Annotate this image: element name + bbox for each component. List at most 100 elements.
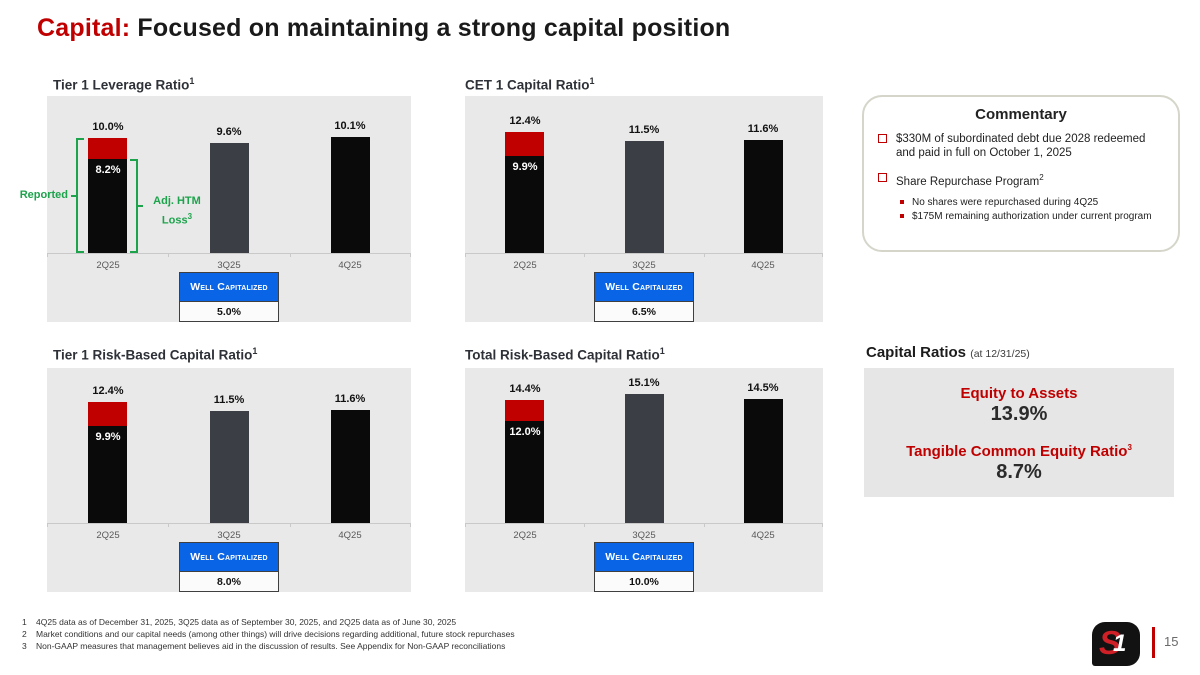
bar-value-label: 11.6% bbox=[747, 123, 779, 135]
well-capitalized-box: Well Capitalized 6.5% bbox=[594, 272, 694, 322]
bar-value-label: 12.4% bbox=[509, 115, 541, 127]
axis-tick bbox=[168, 523, 169, 527]
axis-tick bbox=[822, 523, 823, 527]
capital-ratios-as-of: (at 12/31/25) bbox=[970, 348, 1030, 360]
bar-value-label: 11.5% bbox=[213, 394, 245, 406]
x-axis-category-label: 2Q25 bbox=[96, 530, 120, 541]
x-axis-category-label: 2Q25 bbox=[513, 530, 537, 541]
bar-4Q25 bbox=[744, 140, 783, 253]
chart-title-tier1-risk-based: Tier 1 Risk-Based Capital Ratio1 bbox=[53, 346, 258, 363]
capital-ratios-heading: Capital Ratios (at 12/31/25) bbox=[866, 344, 1030, 361]
bar-segment-adjusted bbox=[505, 421, 544, 523]
x-axis-category-label: 4Q25 bbox=[751, 260, 775, 271]
axis-tick bbox=[704, 523, 705, 527]
bar-inner-label: 8.2% bbox=[95, 164, 121, 176]
bar-4Q25 bbox=[331, 137, 370, 253]
bar-segment-adjusted bbox=[505, 156, 544, 253]
x-axis-category-label: 4Q25 bbox=[338, 530, 362, 541]
x-axis bbox=[47, 523, 411, 524]
axis-tick bbox=[465, 523, 466, 527]
x-axis-category-label: 4Q25 bbox=[338, 260, 362, 271]
chart-tier1-risk-based-capital-ratio: 9.9% 12.4% 2Q25 11.5% 3Q25 11.6% 4Q25 Well Capi… bbox=[47, 368, 411, 592]
well-capitalized-value: 6.5% bbox=[632, 305, 656, 318]
page-number-divider bbox=[1152, 627, 1155, 658]
axis-tick bbox=[584, 523, 585, 527]
footnotes: 1 4Q25 data as of December 31, 2025, 3Q2… bbox=[22, 616, 515, 652]
footnote: 3 Non-GAAP measures that management beli… bbox=[22, 641, 506, 651]
bar-3Q25 bbox=[210, 411, 249, 523]
bar-value-label: 11.5% bbox=[628, 124, 660, 136]
page-number: 15 bbox=[1164, 634, 1179, 649]
bar-segment-htm-loss bbox=[505, 400, 544, 421]
chart-cet1-capital-ratio: 9.9% 12.4% 2Q25 11.5% 3Q25 11.6% 4Q25 Well Capi… bbox=[465, 96, 823, 322]
bar-2Q25 bbox=[505, 400, 544, 523]
bar-value-label: 12.4% bbox=[92, 385, 124, 397]
adj-htm-loss-connector bbox=[138, 205, 143, 207]
tangible-common-equity-value: 8.7% bbox=[996, 461, 1042, 483]
adj-htm-loss-label: Adj. HTM Loss3 bbox=[153, 195, 201, 227]
footnote: 1 4Q25 data as of December 31, 2025, 3Q2… bbox=[22, 617, 457, 627]
well-capitalized-box: Well Capitalized 8.0% bbox=[179, 542, 279, 592]
chart-tier1-leverage-ratio: 8.2% 10.0% 2Q25 9.6% 3Q25 10.1% 4Q25 Well Capit… bbox=[20, 96, 411, 322]
bar-value-label: 14.4% bbox=[509, 383, 541, 395]
axis-tick bbox=[410, 523, 411, 527]
capital-ratios-box: Equity to Assets 13.9% Tangible Common E… bbox=[864, 368, 1174, 497]
bar-value-label: 14.5% bbox=[747, 382, 779, 394]
hollow-square-bullet-icon bbox=[878, 134, 887, 143]
x-axis-category-label: 3Q25 bbox=[217, 260, 241, 271]
commentary-sub-bullet: $175M remaining authorization under curr… bbox=[900, 210, 1164, 223]
well-capitalized-box: Well Capitalized 5.0% bbox=[179, 272, 279, 322]
well-capitalized-label: Well Capitalized bbox=[180, 543, 278, 572]
bar-segment-htm-loss bbox=[88, 138, 127, 159]
bar-inner-label: 12.0% bbox=[509, 426, 541, 438]
hollow-square-bullet-icon bbox=[878, 173, 887, 182]
x-axis-category-label: 2Q25 bbox=[513, 260, 537, 271]
axis-tick bbox=[584, 253, 585, 257]
bar-segment-htm-loss bbox=[88, 402, 127, 426]
reported-bracket bbox=[76, 138, 84, 253]
axis-tick bbox=[704, 253, 705, 257]
equity-to-assets-value: 13.9% bbox=[990, 403, 1048, 425]
tangible-common-equity-label: Tangible Common Equity Ratio3 bbox=[906, 443, 1132, 460]
bar-inner-label: 9.9% bbox=[95, 431, 121, 443]
axis-tick bbox=[465, 253, 466, 257]
bar-2Q25 bbox=[505, 132, 544, 253]
well-capitalized-label: Well Capitalized bbox=[595, 273, 693, 302]
page-title-prefix: Capital: bbox=[37, 14, 131, 42]
chart-title-total-risk-based: Total Risk-Based Capital Ratio1 bbox=[465, 346, 665, 363]
x-axis-category-label: 3Q25 bbox=[632, 260, 656, 271]
chart-title-cet1: CET 1 Capital Ratio1 bbox=[465, 76, 595, 93]
bar-4Q25 bbox=[331, 410, 370, 523]
bar-value-label: 9.6% bbox=[216, 126, 242, 138]
bar-3Q25 bbox=[210, 143, 249, 253]
reported-connector bbox=[71, 195, 76, 197]
x-axis-category-label: 4Q25 bbox=[751, 530, 775, 541]
axis-tick bbox=[290, 253, 291, 257]
footnote: 2 Market conditions and our capital need… bbox=[22, 629, 515, 639]
well-capitalized-value: 10.0% bbox=[629, 575, 659, 588]
equity-to-assets-label: Equity to Assets bbox=[960, 385, 1078, 402]
bar-value-label: 10.0% bbox=[92, 121, 124, 133]
bar-inner-label: 9.9% bbox=[512, 161, 538, 173]
bar-2Q25 bbox=[88, 138, 127, 253]
commentary-title: Commentary bbox=[975, 106, 1067, 123]
bar-segment-adjusted bbox=[88, 426, 127, 523]
axis-tick bbox=[290, 523, 291, 527]
axis-tick bbox=[47, 253, 48, 257]
x-axis-category-label: 2Q25 bbox=[96, 260, 120, 271]
axis-tick bbox=[168, 253, 169, 257]
commentary-bullet: Share Repurchase Program2 bbox=[878, 171, 1164, 189]
bar-segment-adjusted bbox=[88, 159, 127, 253]
reported-label: Reported bbox=[19, 189, 68, 201]
x-axis bbox=[465, 523, 823, 524]
x-axis-category-label: 3Q25 bbox=[632, 530, 656, 541]
well-capitalized-label: Well Capitalized bbox=[180, 273, 278, 302]
axis-tick bbox=[47, 523, 48, 527]
filled-square-bullet-icon bbox=[900, 213, 904, 218]
bar-2Q25 bbox=[88, 402, 127, 523]
chart-title-tier1-leverage: Tier 1 Leverage Ratio1 bbox=[53, 76, 195, 93]
axis-tick bbox=[410, 253, 411, 257]
x-axis-category-label: 3Q25 bbox=[217, 530, 241, 541]
commentary-sub-bullet: No shares were repurchased during 4Q25 bbox=[900, 196, 1164, 209]
